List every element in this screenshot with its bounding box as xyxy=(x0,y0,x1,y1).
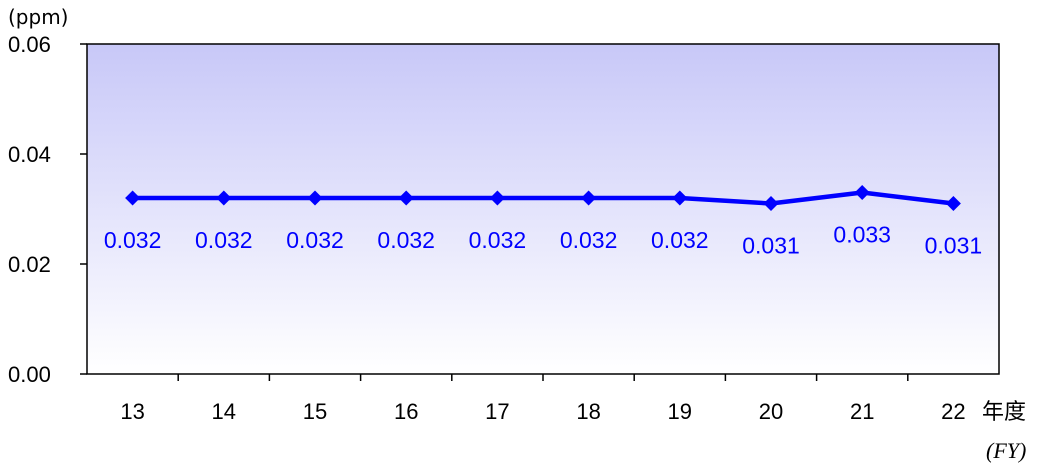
data-point xyxy=(581,190,597,206)
x-axis-title: 年度 xyxy=(982,400,1026,425)
data-point xyxy=(489,190,505,206)
data-label: 0.031 xyxy=(925,233,983,259)
x-tick-label: 22 xyxy=(941,399,965,424)
x-axis: 13 14 15 16 17 18 19 20 21 22 xyxy=(120,374,966,424)
data-label: 0.032 xyxy=(195,227,253,253)
y-tick-label: 0.02 xyxy=(8,252,51,277)
data-point xyxy=(763,196,779,211)
series-group xyxy=(125,185,961,211)
data-labels: 0.032 0.032 0.032 0.032 0.032 0.032 0.032 0.031… xyxy=(104,222,982,259)
x-tick-label: 13 xyxy=(120,399,144,424)
data-label: 0.031 xyxy=(742,233,800,259)
data-point xyxy=(307,190,323,206)
data-label: 0.032 xyxy=(104,227,162,253)
y-tick-label: 0.04 xyxy=(8,142,51,167)
data-point xyxy=(216,190,232,206)
series-line xyxy=(132,190,954,206)
x-tick-label: 20 xyxy=(759,399,783,424)
x-tick-label: 18 xyxy=(576,399,600,424)
data-label: 0.032 xyxy=(560,227,618,253)
data-point xyxy=(945,196,961,211)
plot-area xyxy=(86,43,1000,375)
data-point xyxy=(125,190,141,206)
x-tick-label: 21 xyxy=(850,399,874,424)
data-label: 0.032 xyxy=(286,227,344,253)
x-tick-label: 19 xyxy=(668,399,692,424)
x-tick-label: 16 xyxy=(394,399,418,424)
x-tick-label: 14 xyxy=(212,399,236,424)
y-tick-label: 0.00 xyxy=(8,362,51,387)
data-point xyxy=(854,185,870,200)
x-tick-label: 17 xyxy=(485,399,509,424)
y-axis: 0.00 0.02 0.04 0.06 xyxy=(8,32,87,387)
data-label: 0.032 xyxy=(377,227,435,253)
data-point xyxy=(398,190,414,206)
y-tick-label: 0.06 xyxy=(8,32,51,57)
y-axis-unit: (ppm) xyxy=(8,5,68,29)
x-axis-title-sub: (FY) xyxy=(986,438,1026,463)
data-point xyxy=(672,190,688,206)
data-label: 0.032 xyxy=(469,227,527,253)
x-tick-label: 15 xyxy=(303,399,327,424)
data-label: 0.032 xyxy=(651,227,709,253)
data-label: 0.033 xyxy=(833,222,891,248)
